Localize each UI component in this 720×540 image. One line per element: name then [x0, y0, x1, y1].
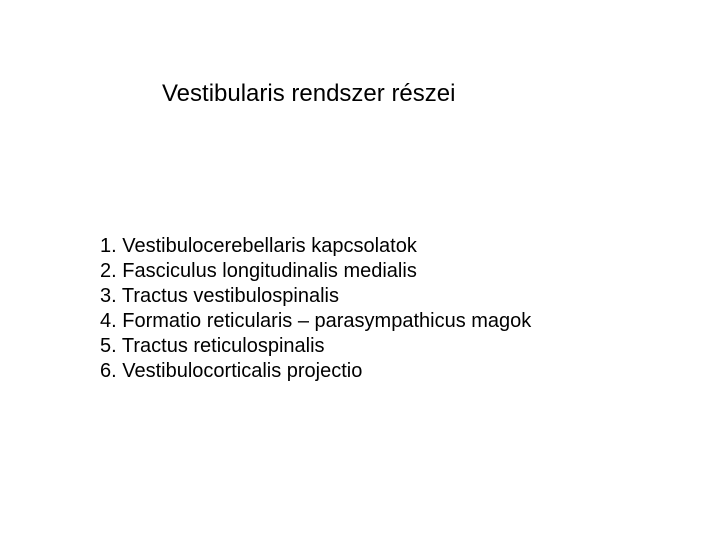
- list-item: 4. Formatio reticularis – parasympathicu…: [100, 309, 531, 334]
- bullet-list: 1. Vestibulocerebellaris kapcsolatok 2. …: [100, 234, 531, 384]
- list-item: 2. Fasciculus longitudinalis medialis: [100, 259, 531, 284]
- list-item: 5. Tractus reticulospinalis: [100, 334, 531, 359]
- slide-title: Vestibularis rendszer részei: [162, 80, 455, 108]
- list-item: 1. Vestibulocerebellaris kapcsolatok: [100, 234, 531, 259]
- list-item: 3. Tractus vestibulospinalis: [100, 284, 531, 309]
- slide: Vestibularis rendszer részei 1. Vestibul…: [0, 0, 720, 540]
- list-item: 6. Vestibulocorticalis projectio: [100, 359, 531, 384]
